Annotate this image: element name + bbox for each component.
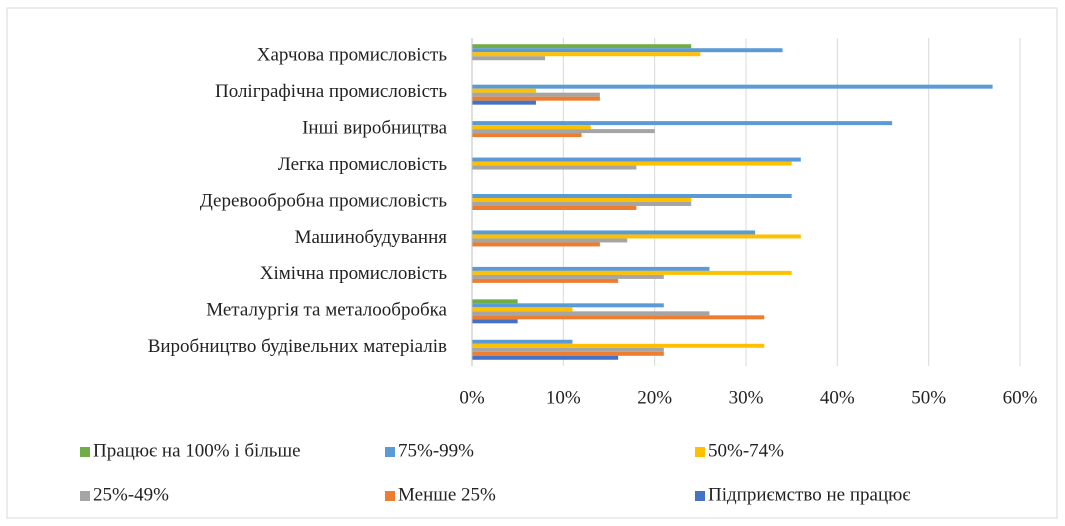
bar <box>472 278 619 283</box>
legend-swatch <box>695 491 705 501</box>
bar <box>472 202 692 206</box>
bar <box>472 161 792 166</box>
y-tick-label: Поліграфічна промисловість <box>215 81 447 102</box>
legend-swatch <box>385 447 395 457</box>
bar <box>472 206 637 210</box>
y-tick-label: Харчова промисловість <box>257 45 448 66</box>
y-tick-label: Деревообробна промисловість <box>200 190 447 211</box>
bar <box>472 242 600 247</box>
y-tick-label: Металургія та металообробка <box>206 300 447 321</box>
bar <box>472 44 692 49</box>
bar <box>472 88 536 93</box>
bar <box>472 96 600 101</box>
x-tick-label: 60% <box>1003 387 1038 408</box>
bar <box>472 48 783 53</box>
bar <box>472 157 801 162</box>
x-tick-label: 50% <box>911 387 946 408</box>
y-tick-label: Машинобудування <box>295 227 448 248</box>
x-tick-label: 30% <box>729 387 764 408</box>
bar <box>472 266 710 271</box>
bar <box>472 129 655 134</box>
bar <box>472 230 756 235</box>
x-tick-label: 10% <box>546 387 581 408</box>
legend-label: 50%-74% <box>708 440 784 461</box>
legend-label: Менше 25% <box>398 484 496 505</box>
legend-swatch <box>385 491 395 501</box>
bar <box>472 125 591 130</box>
bar <box>472 234 801 239</box>
bar <box>472 339 573 344</box>
legend-label: Підприємство не працює <box>708 484 910 505</box>
bar <box>472 303 664 308</box>
bar <box>472 121 893 126</box>
bar <box>472 238 628 243</box>
bar <box>472 299 518 304</box>
bar <box>472 307 573 312</box>
bar <box>472 343 765 348</box>
bar <box>472 319 518 324</box>
y-tick-label: Легка промисловість <box>278 154 448 175</box>
bar <box>472 274 664 279</box>
legend-label: 25%-49% <box>93 484 169 505</box>
bar <box>472 347 664 352</box>
bar <box>472 52 701 57</box>
bar <box>472 355 619 360</box>
bar <box>472 84 993 89</box>
bar <box>472 351 664 356</box>
bar <box>472 133 582 138</box>
bar <box>472 100 536 105</box>
bar <box>472 92 600 97</box>
y-tick-label: Хімічна промисловість <box>260 263 448 284</box>
bar <box>472 56 546 61</box>
bar <box>472 270 792 275</box>
legend-swatch <box>695 447 705 457</box>
x-tick-label: 20% <box>637 387 672 408</box>
x-tick-label: 0% <box>459 387 485 408</box>
legend-label: Працює на 100% і більше <box>93 440 301 461</box>
bar <box>472 198 692 202</box>
bar <box>472 311 710 316</box>
y-tick-label: Інші виробництва <box>302 117 447 138</box>
legend-swatch <box>80 491 90 501</box>
legend-swatch <box>80 447 90 457</box>
bar <box>472 315 765 320</box>
legend-label: 75%-99% <box>398 440 474 461</box>
bar <box>472 165 637 170</box>
x-tick-label: 40% <box>820 387 855 408</box>
y-tick-label: Виробництво будівельних матеріалів <box>148 336 447 357</box>
bar <box>472 194 792 198</box>
